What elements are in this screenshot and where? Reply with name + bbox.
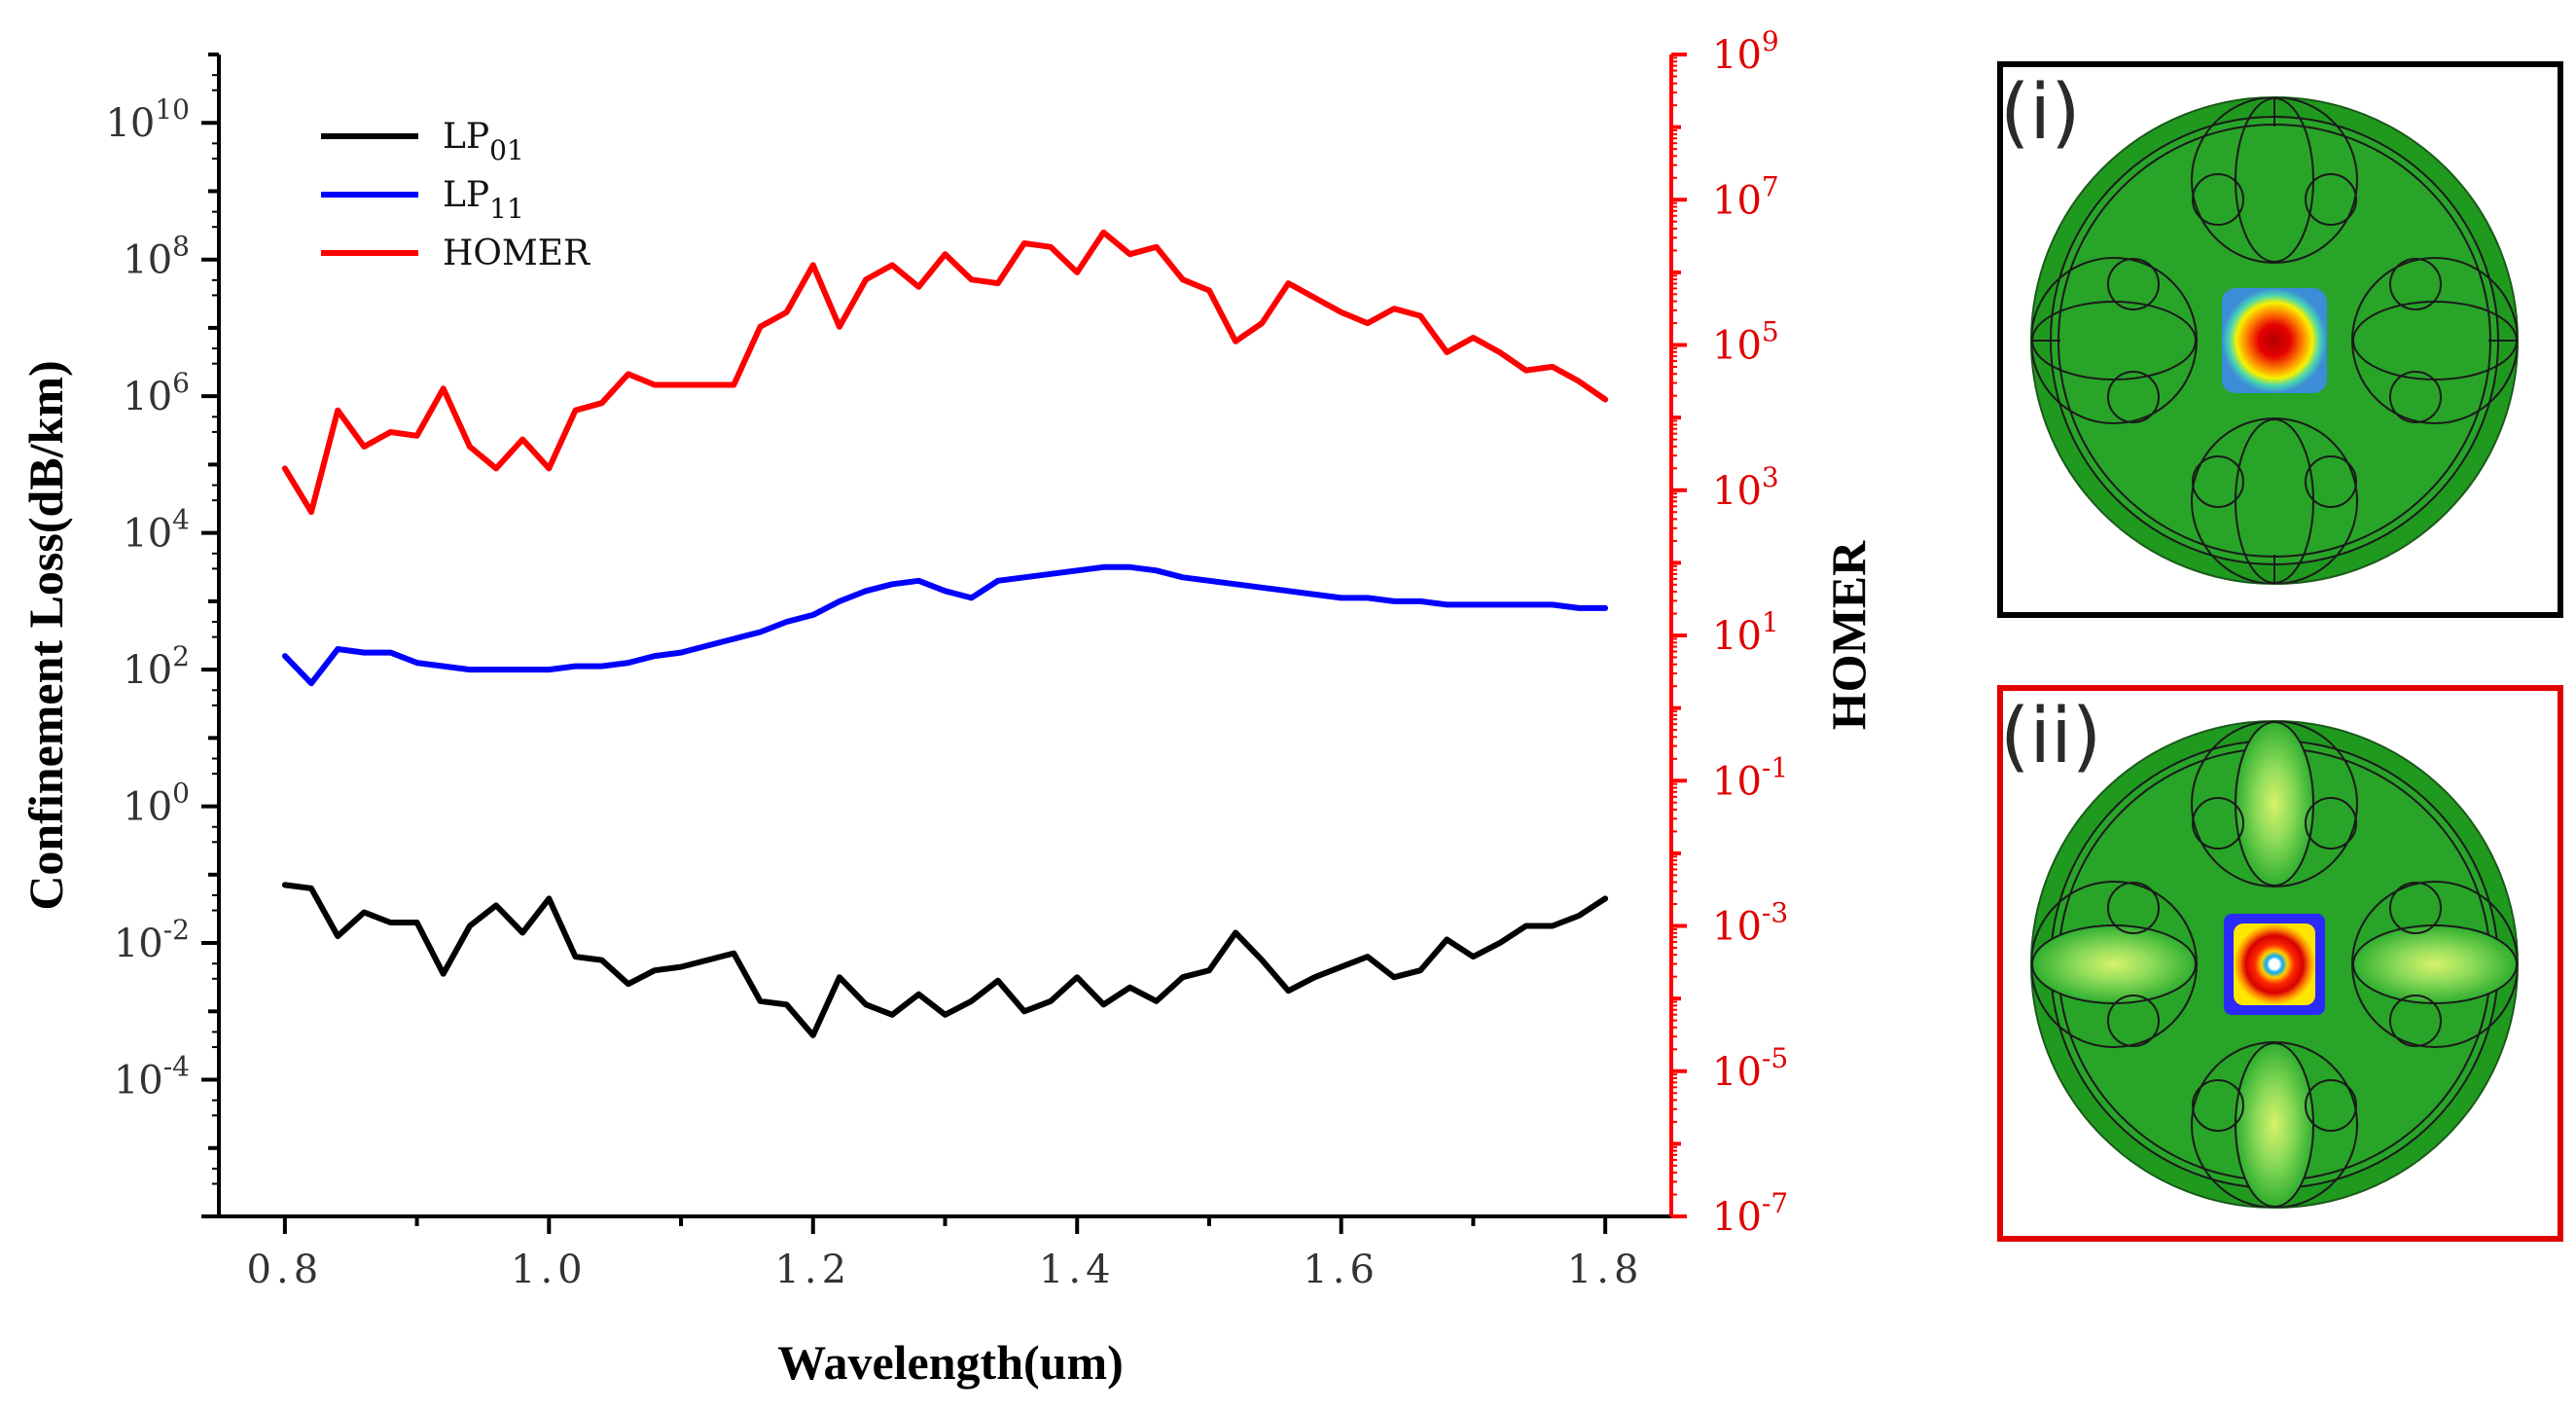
x-tick-label: 1.2 — [774, 1248, 851, 1292]
left-tick-label: 102 — [123, 640, 190, 693]
left-axis-title: Confinement Loss(dB/km) — [18, 360, 73, 910]
right-tick-label: 103 — [1712, 461, 1779, 514]
right-tick-label: 101 — [1712, 606, 1779, 659]
legend: LP01 LP11 HOMER — [321, 117, 590, 273]
inset-higher-order-mode: (ii) — [1997, 685, 2563, 1242]
core-mode-field — [2234, 923, 2315, 1005]
legend-label: HOMER — [443, 234, 590, 273]
right-tick-label: 10-3 — [1712, 897, 1788, 950]
right-axis-title: HOMER — [1821, 540, 1876, 730]
right-tick-label: 105 — [1712, 316, 1779, 369]
x-tick-label: 0.8 — [247, 1248, 324, 1292]
right-tick-label: 10-7 — [1712, 1187, 1788, 1240]
series-line-homer — [281, 229, 1609, 516]
left-tick-label: 104 — [123, 504, 190, 557]
right-tick-label: 10-1 — [1712, 751, 1788, 804]
axis-ticks — [201, 53, 1687, 1234]
x-tick-label: 1.6 — [1303, 1248, 1379, 1292]
left-tick-label: 10-2 — [114, 914, 190, 966]
series-line-lp01 — [281, 882, 1609, 1038]
core-mode-field — [2222, 288, 2327, 393]
loss-homer-chart: 1010 108 106 104 102 100 10-2 10-4 109 107 105 103 1… — [105, 25, 1788, 1292]
x-axis-title: Wavelength(um) — [777, 1335, 1124, 1390]
x-tick-label: 1.4 — [1039, 1248, 1116, 1292]
x-tick-label: 1.8 — [1567, 1248, 1644, 1292]
left-tick-label: 108 — [123, 231, 190, 283]
inset-label: (ii) — [2000, 693, 2101, 780]
left-tick-label: 106 — [123, 367, 190, 419]
legend-label: LP11 — [443, 175, 524, 225]
right-tick-label: 107 — [1712, 170, 1779, 223]
right-tick-label: 109 — [1712, 25, 1779, 78]
series-layer — [281, 229, 1609, 1038]
legend-label: LP01 — [443, 117, 524, 166]
left-tick-label: 1010 — [105, 93, 190, 146]
left-tick-label: 100 — [123, 778, 190, 830]
inset-frame — [1997, 61, 2563, 618]
right-tick-label: 10-5 — [1712, 1042, 1788, 1095]
series-line-lp11 — [281, 563, 1609, 687]
inset-label: (i) — [2000, 69, 2081, 157]
tick-labels: 1010 108 106 104 102 100 10-2 10-4 109 107 105 103 1… — [105, 25, 1788, 1292]
inset-frame — [1997, 685, 2563, 1242]
left-tick-label: 10-4 — [114, 1051, 190, 1104]
inset-fundamental-mode: (i) — [1997, 61, 2563, 618]
x-tick-label: 1.0 — [511, 1248, 588, 1292]
